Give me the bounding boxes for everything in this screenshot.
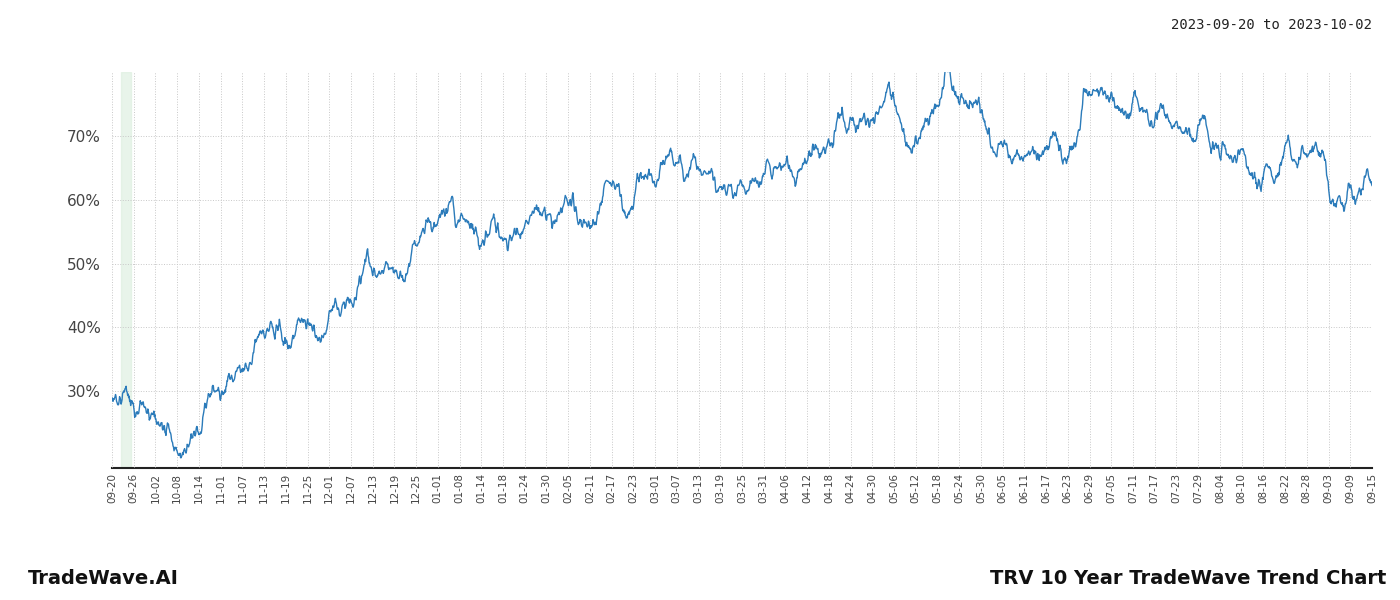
Bar: [122, 72, 130, 468]
Text: 2023-09-20 to 2023-10-02: 2023-09-20 to 2023-10-02: [1170, 18, 1372, 32]
Text: TradeWave.AI: TradeWave.AI: [28, 569, 179, 588]
Text: TRV 10 Year TradeWave Trend Chart: TRV 10 Year TradeWave Trend Chart: [990, 569, 1386, 588]
